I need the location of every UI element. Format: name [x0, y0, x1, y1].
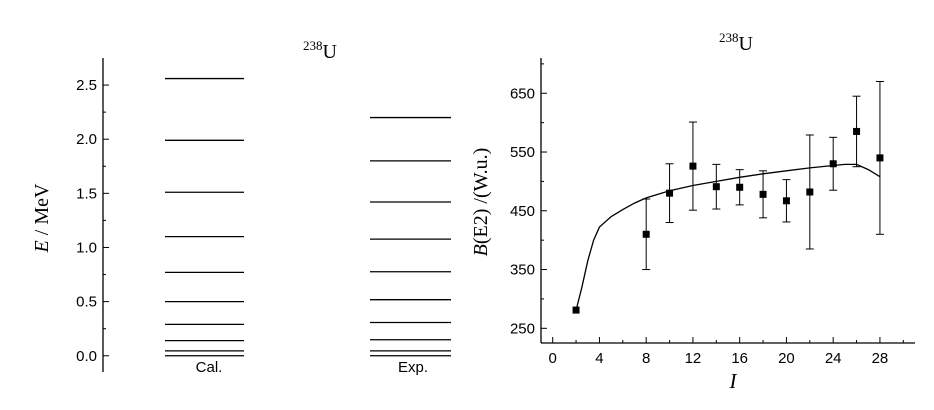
data-point	[782, 197, 790, 205]
energy-tick-label: 2.0	[76, 131, 97, 148]
energy-axis-unit: / MeV	[31, 183, 53, 240]
theory-curve	[575, 163, 881, 311]
be2-x-tick-label: 16	[731, 350, 748, 367]
experimental-points	[572, 81, 884, 314]
data-point	[572, 306, 580, 314]
be2-y-axis-label: B(E2) /(W.u.)	[470, 148, 492, 257]
be2-x-tick-label: 8	[642, 350, 650, 367]
be2-panel: 250 350 450 550 650 0 4 8 12 16 20 24 28 238U B(E2)…	[470, 30, 915, 393]
be2-title-nucleus: U	[739, 33, 754, 55]
be2-title-mass: 238	[719, 30, 739, 45]
be2-x-tick-label: 0	[549, 350, 557, 367]
energy-tick-label: 1.0	[76, 239, 97, 256]
be2-y-tick-label: 350	[510, 262, 535, 279]
data-point	[666, 189, 674, 197]
column-label-cal: Cal.	[196, 359, 223, 376]
energy-tick-label: 0.0	[76, 348, 97, 365]
data-point	[712, 183, 720, 191]
level-scheme-title-nucleus: U	[323, 41, 338, 63]
energy-tick-label: 1.5	[76, 185, 97, 202]
column-label-exp: Exp.	[398, 359, 428, 376]
be2-y-tick-label: 650	[510, 85, 535, 102]
energy-axis-symbol: E	[31, 240, 53, 253]
be2-x-tick-label: 28	[872, 350, 889, 367]
data-point	[736, 183, 744, 191]
energy-tick-label: 0.5	[76, 294, 97, 311]
be2-x-tick-label: 12	[685, 350, 702, 367]
data-point	[853, 127, 861, 135]
level-lines	[165, 77, 451, 357]
energy-tick-label: 2.5	[76, 77, 97, 94]
data-point	[759, 190, 767, 198]
be2-x-ticks: 0 4 8 12 16 20 24 28	[549, 337, 904, 367]
level-scheme-title: 238U	[303, 38, 338, 63]
level-scheme-title-mass: 238	[303, 38, 323, 53]
level-scheme-panel: 0.0 0.5 1.0 1.5 2.0 2.5 E / MeV 238U Cal. Exp…	[31, 38, 451, 376]
be2-x-tick-label: 24	[825, 350, 842, 367]
be2-y-axis-symbol: B	[470, 244, 492, 256]
data-point	[689, 162, 697, 170]
be2-x-axis-label: I	[729, 369, 738, 393]
be2-y-ticks: 250 350 450 550 650	[510, 63, 547, 337]
data-point	[642, 230, 650, 238]
be2-y-tick-label: 250	[510, 320, 535, 337]
be2-x-tick-label: 20	[778, 350, 795, 367]
data-point	[806, 188, 814, 196]
energy-axis-label: E / MeV	[31, 183, 53, 253]
be2-title: 238U	[719, 30, 754, 55]
be2-y-tick-label: 450	[510, 203, 535, 220]
be2-x-tick-label: 4	[595, 350, 603, 367]
data-point	[876, 154, 884, 162]
data-point	[829, 160, 837, 168]
be2-y-tick-label: 550	[510, 144, 535, 161]
energy-ticks: 0.0 0.5 1.0 1.5 2.0 2.5	[76, 77, 109, 365]
be2-y-axis-rest: (E2) /(W.u.)	[470, 148, 492, 244]
